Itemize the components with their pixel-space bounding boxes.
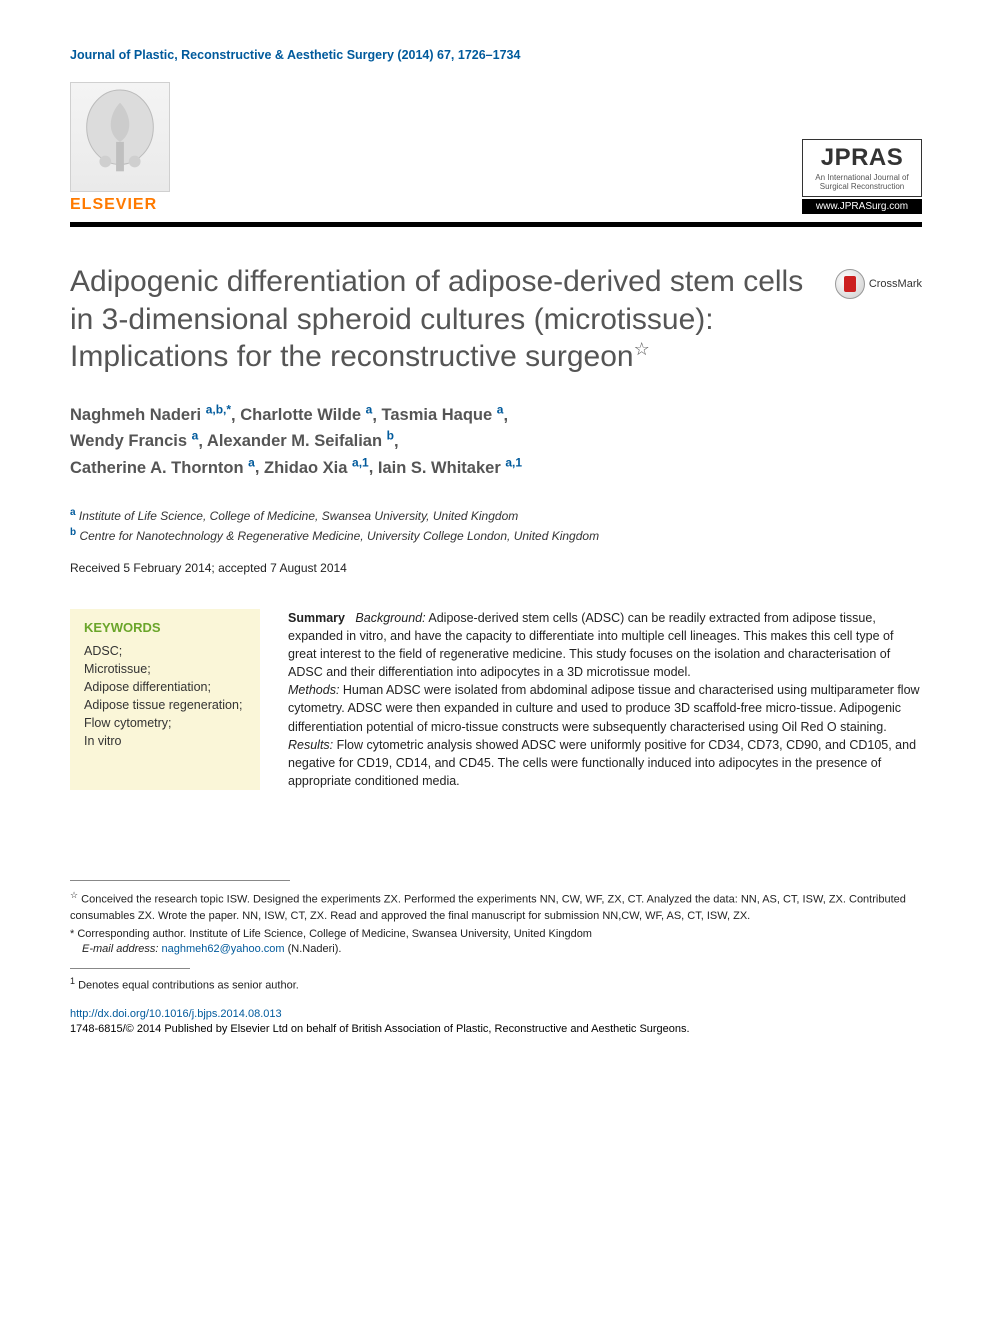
email-suffix: (N.Naderi). (285, 943, 342, 955)
title-row: Adipogenic differentiation of adipose-de… (70, 263, 922, 376)
title-footnote-symbol: ☆ (634, 339, 650, 359)
elsevier-logo: ELSEVIER (70, 82, 180, 214)
article-dates: Received 5 February 2014; accepted 7 Aug… (70, 561, 922, 575)
footnotes-block: ☆ Conceived the research topic ISW. Desi… (70, 889, 922, 995)
affiliation: b Centre for Nanotechnology & Regenerati… (70, 525, 922, 545)
jpras-url: www.JPRASurg.com (802, 199, 922, 214)
affiliation-label: a (70, 507, 76, 518)
affiliations-block: a Institute of Life Science, College of … (70, 505, 922, 545)
author: Naghmeh Naderi a,b,* (70, 406, 231, 424)
author: Zhidao Xia a,1 (264, 459, 369, 477)
keywords-heading: KEYWORDS (84, 619, 246, 638)
copyright-line: 1748-6815/© 2014 Published by Elsevier L… (70, 1023, 690, 1035)
abstract-block: Summary Background: Adipose-derived stem… (288, 609, 922, 790)
jpras-sub2: Surgical Reconstruction (809, 182, 915, 192)
results-text: Flow cytometric analysis showed ADSC wer… (288, 738, 916, 788)
author: Iain S. Whitaker a,1 (378, 459, 522, 477)
author: Charlotte Wilde a (240, 406, 372, 424)
header-logos-row: ELSEVIER JPRAS An International Journal … (70, 82, 922, 214)
doi-link[interactable]: http://dx.doi.org/10.1016/j.bjps.2014.08… (70, 1008, 282, 1020)
doi-copyright-block: http://dx.doi.org/10.1016/j.bjps.2014.08… (70, 1007, 922, 1038)
affiliation-label: b (70, 527, 76, 538)
author-affil-marks: a (192, 429, 199, 443)
corresponding-email-link[interactable]: naghmeh62@yahoo.com (161, 943, 284, 955)
elsevier-wordmark: ELSEVIER (70, 196, 180, 214)
running-head: Journal of Plastic, Reconstructive & Aes… (70, 48, 922, 62)
footnote-1-mark: 1 (70, 976, 75, 986)
authors-block: Naghmeh Naderi a,b,*, Charlotte Wilde a,… (70, 402, 922, 481)
author-affil-marks: a (366, 403, 373, 417)
author-affil-marks: b (387, 429, 394, 443)
author: Tasmia Haque a (382, 406, 504, 424)
email-label: E-mail address: (82, 943, 158, 955)
header-rule (70, 222, 922, 227)
elsevier-tree-icon (70, 82, 170, 192)
footnote-equal-contrib: 1 Denotes equal contributions as senior … (70, 975, 922, 995)
footnote-corresponding: * Corresponding author. Institute of Lif… (70, 927, 922, 943)
author: Catherine A. Thornton a (70, 459, 255, 477)
author-affil-marks: a (248, 455, 255, 469)
footnote-rule-1 (70, 880, 290, 881)
article-title-text: Adipogenic differentiation of adipose-de… (70, 265, 803, 373)
author-affil-marks: a,1 (352, 455, 369, 469)
crossmark-icon (835, 269, 865, 299)
keywords-box: KEYWORDS ADSC; Microtissue; Adipose diff… (70, 609, 260, 790)
jpras-sub1: An International Journal of (809, 173, 915, 183)
crossmark-badge[interactable]: CrossMark (835, 269, 922, 299)
crossmark-label: CrossMark (869, 278, 922, 290)
summary-label: Summary (288, 611, 345, 625)
keywords-abstract-row: KEYWORDS ADSC; Microtissue; Adipose diff… (70, 609, 922, 790)
author-affil-marks: a,1 (505, 455, 522, 469)
article-title: Adipogenic differentiation of adipose-de… (70, 263, 815, 376)
footnote-star-mark: ☆ (70, 890, 78, 900)
methods-label: Methods: (288, 683, 339, 697)
background-label: Background: (355, 611, 425, 625)
author-affil-marks: a (497, 403, 504, 417)
footnote-rule-2 (70, 968, 190, 969)
footnote-email-line: E-mail address: naghmeh62@yahoo.com (N.N… (82, 942, 922, 958)
jpras-logo: JPRAS An International Journal of Surgic… (802, 139, 922, 214)
jpras-title: JPRAS (809, 144, 915, 173)
affiliation: a Institute of Life Science, College of … (70, 505, 922, 525)
footnote-star: ☆ Conceived the research topic ISW. Desi… (70, 889, 922, 925)
footnote-1-text: Denotes equal contributions as senior au… (78, 980, 299, 992)
author: Wendy Francis a (70, 432, 198, 450)
footnote-star-text: Conceived the research topic ISW. Design… (70, 894, 906, 922)
keywords-list: ADSC; Microtissue; Adipose differentiati… (84, 642, 246, 751)
author: Alexander M. Seifalian b (207, 432, 394, 450)
methods-text: Human ADSC were isolated from abdominal … (288, 683, 920, 733)
results-label: Results: (288, 738, 333, 752)
author-affil-marks: a,b,* (206, 403, 231, 417)
